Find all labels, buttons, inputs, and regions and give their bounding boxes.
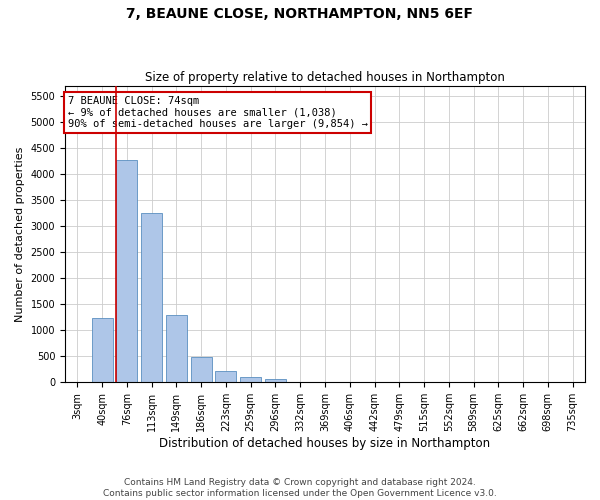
Text: Contains HM Land Registry data © Crown copyright and database right 2024.
Contai: Contains HM Land Registry data © Crown c… (103, 478, 497, 498)
Text: 7 BEAUNE CLOSE: 74sqm
← 9% of detached houses are smaller (1,038)
90% of semi-de: 7 BEAUNE CLOSE: 74sqm ← 9% of detached h… (68, 96, 368, 130)
X-axis label: Distribution of detached houses by size in Northampton: Distribution of detached houses by size … (160, 437, 491, 450)
Text: 7, BEAUNE CLOSE, NORTHAMPTON, NN5 6EF: 7, BEAUNE CLOSE, NORTHAMPTON, NN5 6EF (127, 8, 473, 22)
Bar (141, 213, 162, 382)
Bar (166, 315, 187, 382)
Bar (240, 377, 261, 382)
Y-axis label: Number of detached properties: Number of detached properties (15, 146, 25, 322)
Bar (116, 160, 137, 382)
Bar (191, 356, 212, 382)
Bar (92, 318, 113, 382)
Bar (265, 378, 286, 382)
Title: Size of property relative to detached houses in Northampton: Size of property relative to detached ho… (145, 72, 505, 85)
Bar (215, 372, 236, 382)
